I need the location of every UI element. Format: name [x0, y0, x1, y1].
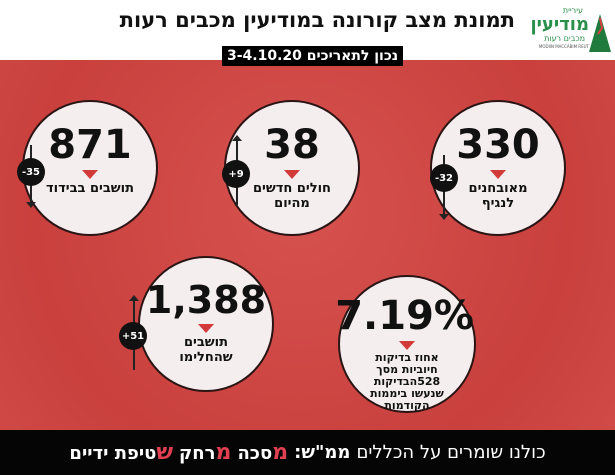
stats-panel: 330 מאובחנים לנגיף -32 38 חולים חדשים מה… [0, 60, 615, 430]
footer-letter: ש [156, 440, 174, 465]
page-title: תמונת מצב קורונה במודיעין מכבים רעות [119, 8, 515, 32]
footer-word: רחק [179, 443, 216, 464]
city-logo: עיריית מודיעין מכבים רעות MODIIN MACCABI… [521, 6, 611, 52]
stat-value: 871 [48, 122, 132, 168]
triangle-icon [82, 170, 98, 179]
logo-tree-icon [589, 14, 611, 52]
stat-recovered: 1,388 תושבים שהחלימו [138, 256, 274, 392]
stat-label: תושבים בבידוד [46, 181, 134, 196]
footer-letter: מ [272, 440, 289, 465]
footer-banner: כולנו שומרים על הכללים ממ"ש: מסכה מרחק ש… [0, 430, 615, 475]
stat-value: 1,388 [145, 278, 267, 322]
stat-label: אחוז בדיקות חיוביות מסך 528הבדיקות שנעשו… [370, 351, 444, 412]
logo-text: מכבים רעות [544, 34, 585, 43]
change-badge: -32 [430, 164, 458, 192]
logo-text: עיריית [562, 6, 583, 15]
triangle-icon [490, 170, 506, 179]
stat-label: חולים חדשים מהיום [253, 181, 331, 211]
change-badge: +51 [119, 322, 147, 350]
footer-letter: מ [215, 440, 232, 465]
stat-positive-rate: 7.19% אחוז בדיקות חיוביות מסך 528הבדיקות… [335, 275, 476, 413]
stat-value: 7.19% [335, 293, 474, 339]
change-badge: +9 [222, 160, 250, 188]
footer-word: סכה [237, 443, 273, 464]
logo-text: מודיעין [530, 14, 589, 35]
stat-value: 38 [264, 122, 320, 168]
stat-label: תושבים שהחלימו [179, 335, 233, 365]
logo-text: MODIIN MACCABIM REUT [538, 44, 589, 49]
triangle-icon [399, 341, 415, 350]
triangle-icon [284, 170, 300, 179]
date-label: נכון לתאריכים 3-4.10.20 [222, 46, 404, 66]
stat-label: מאובחנים לנגיף [468, 181, 528, 211]
footer-word: טיפת ידיים [69, 443, 157, 464]
change-badge: -35 [17, 158, 45, 186]
stat-value: 330 [456, 122, 540, 168]
footer-text: כולנו שומרים על הכללים [356, 442, 546, 463]
triangle-icon [198, 324, 214, 333]
footer-acronym: ממ"ש: [294, 442, 351, 463]
